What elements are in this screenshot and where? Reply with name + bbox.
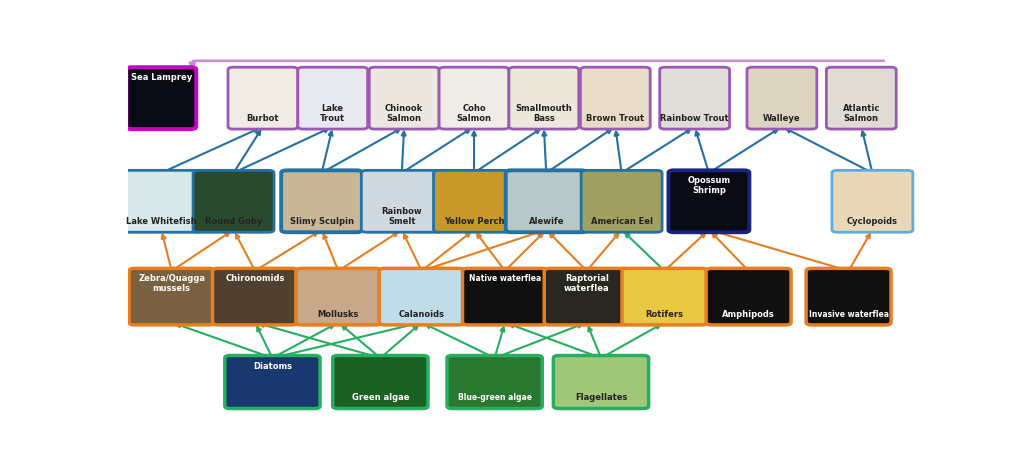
FancyBboxPatch shape — [669, 170, 750, 232]
Text: Diatoms: Diatoms — [253, 362, 292, 371]
Text: Smallmouth
Bass: Smallmouth Bass — [515, 104, 572, 123]
Text: Mollusks: Mollusks — [317, 310, 359, 319]
FancyBboxPatch shape — [298, 67, 368, 129]
FancyBboxPatch shape — [581, 67, 650, 129]
Text: Slimy Sculpin: Slimy Sculpin — [290, 217, 353, 226]
Text: Zebra/Quagga
mussels: Zebra/Quagga mussels — [138, 274, 205, 293]
Text: Calanoids: Calanoids — [398, 310, 444, 319]
FancyBboxPatch shape — [194, 170, 274, 232]
Text: Native waterflea: Native waterflea — [469, 274, 541, 283]
Text: Chironomids: Chironomids — [225, 274, 285, 283]
FancyBboxPatch shape — [582, 170, 663, 232]
Text: Rotifers: Rotifers — [645, 310, 683, 319]
Text: Atlantic
Salmon: Atlantic Salmon — [843, 104, 880, 123]
Text: Raptorial
waterflea: Raptorial waterflea — [564, 274, 609, 293]
Text: Cyclopoids: Cyclopoids — [847, 217, 898, 226]
FancyBboxPatch shape — [826, 67, 896, 129]
Text: Chinook
Salmon: Chinook Salmon — [385, 104, 423, 123]
FancyBboxPatch shape — [622, 268, 707, 325]
FancyBboxPatch shape — [126, 67, 197, 129]
FancyBboxPatch shape — [509, 67, 579, 129]
Text: Walleye: Walleye — [763, 114, 801, 123]
Text: Rainbow
Smelt: Rainbow Smelt — [382, 207, 422, 226]
Text: Lake Whitefish: Lake Whitefish — [126, 217, 197, 226]
FancyBboxPatch shape — [831, 170, 912, 232]
Text: American Eel: American Eel — [591, 217, 652, 226]
FancyBboxPatch shape — [806, 268, 891, 325]
FancyBboxPatch shape — [333, 355, 428, 408]
Text: Round Goby: Round Goby — [205, 217, 262, 226]
Text: Flagellates: Flagellates — [574, 394, 627, 402]
Text: Amphipods: Amphipods — [722, 310, 775, 319]
FancyBboxPatch shape — [379, 268, 464, 325]
Text: Yellow Perch: Yellow Perch — [443, 217, 504, 226]
FancyBboxPatch shape — [707, 268, 792, 325]
FancyBboxPatch shape — [225, 355, 321, 408]
FancyBboxPatch shape — [506, 170, 587, 232]
FancyBboxPatch shape — [121, 170, 202, 232]
FancyBboxPatch shape — [433, 170, 514, 232]
FancyBboxPatch shape — [746, 67, 817, 129]
Text: Sea Lamprey: Sea Lamprey — [131, 73, 191, 82]
FancyBboxPatch shape — [659, 67, 729, 129]
FancyBboxPatch shape — [213, 268, 297, 325]
FancyBboxPatch shape — [228, 67, 298, 129]
Text: Green algae: Green algae — [351, 394, 410, 402]
Text: Coho
Salmon: Coho Salmon — [457, 104, 492, 123]
Text: Burbot: Burbot — [247, 114, 280, 123]
Text: Lake
Trout: Lake Trout — [321, 104, 345, 123]
FancyBboxPatch shape — [553, 355, 648, 408]
FancyBboxPatch shape — [447, 355, 543, 408]
Text: Invasive waterflea: Invasive waterflea — [809, 310, 889, 319]
FancyBboxPatch shape — [544, 268, 629, 325]
FancyBboxPatch shape — [370, 67, 439, 129]
FancyBboxPatch shape — [361, 170, 442, 232]
FancyBboxPatch shape — [463, 268, 548, 325]
Text: Alewife: Alewife — [528, 217, 564, 226]
FancyBboxPatch shape — [296, 268, 381, 325]
Text: Brown Trout: Brown Trout — [586, 114, 644, 123]
FancyBboxPatch shape — [439, 67, 509, 129]
Text: Blue-green algae: Blue-green algae — [458, 394, 531, 402]
FancyBboxPatch shape — [129, 268, 214, 325]
Text: Opossum
Shrimp: Opossum Shrimp — [687, 176, 730, 195]
Text: Rainbow Trout: Rainbow Trout — [660, 114, 729, 123]
FancyBboxPatch shape — [282, 170, 362, 232]
